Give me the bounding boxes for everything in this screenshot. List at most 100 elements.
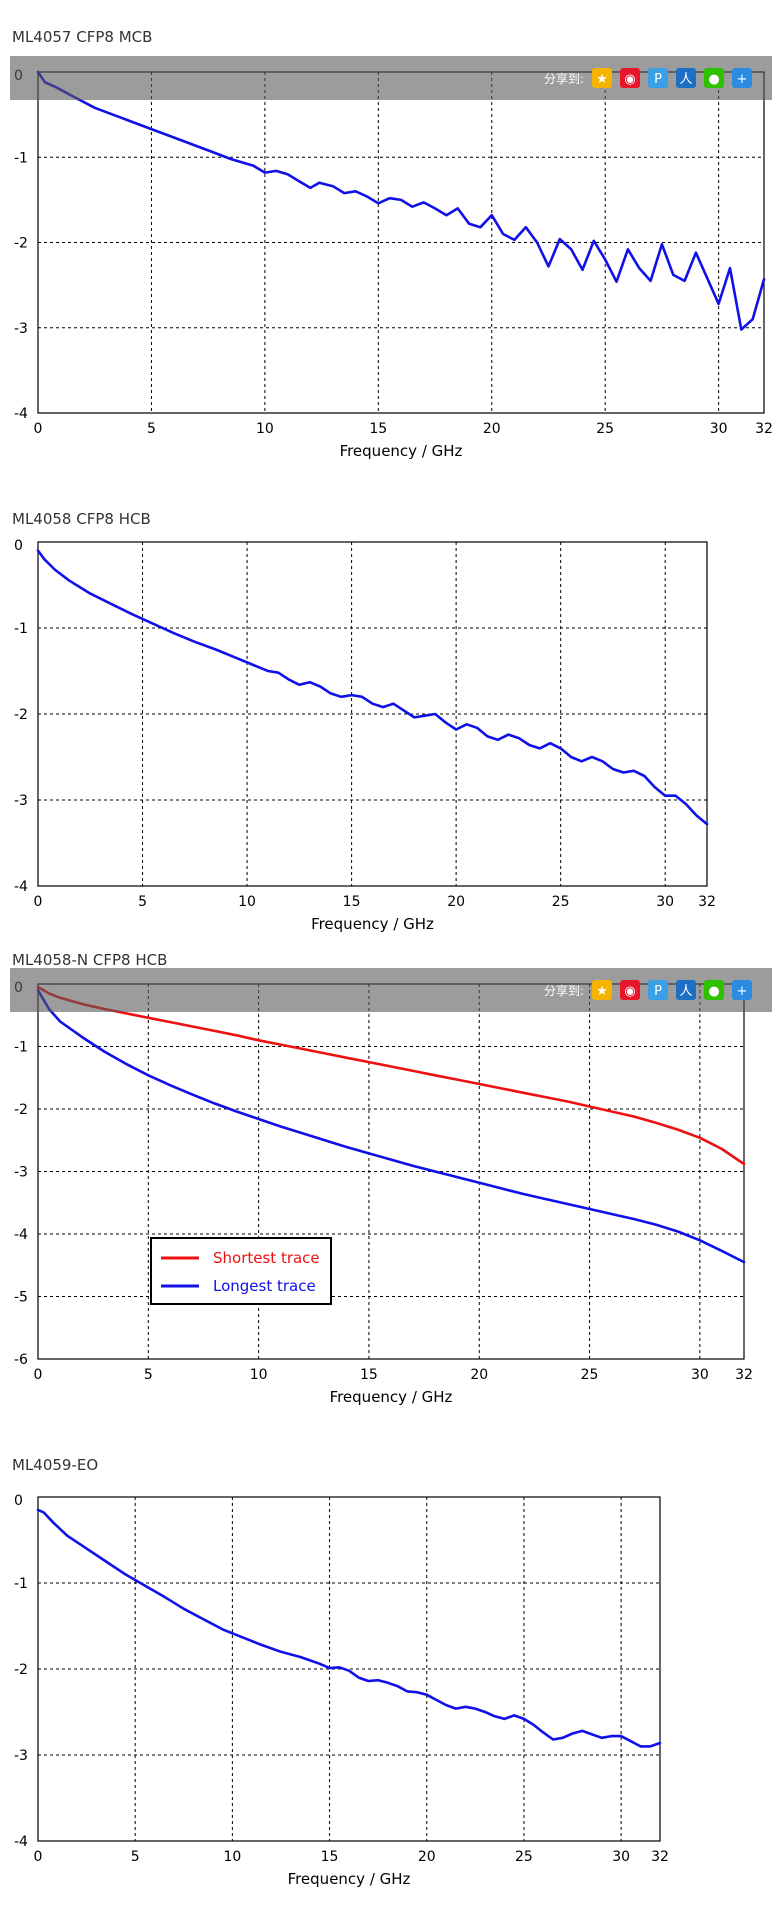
series-line	[36, 70, 766, 331]
y-tick-label: -4	[14, 1834, 28, 1850]
more-share-icon[interactable]: +	[732, 980, 752, 1000]
legend-box	[150, 1237, 332, 1305]
plot-area	[37, 541, 708, 887]
x-tick-label: 0	[34, 894, 43, 910]
share-label: 分享到:	[544, 983, 584, 998]
weibo-icon-bg	[620, 68, 640, 88]
x-tick-label: 5	[131, 1849, 140, 1865]
legend-entry: Longest trace	[213, 1277, 316, 1295]
qzone-icon-bg	[592, 980, 612, 1000]
renren-icon[interactable]: 人	[676, 68, 696, 88]
tencent-weibo-icon[interactable]: P	[648, 980, 668, 1000]
more-share-icon-glyph: +	[737, 984, 748, 999]
wechat-icon-glyph: ●	[708, 984, 719, 999]
y-tick-label: -6	[14, 1352, 28, 1368]
weibo-icon[interactable]: ◉	[620, 68, 640, 88]
x-tick-label: 10	[250, 1367, 268, 1383]
x-tick-label: 15	[360, 1367, 378, 1383]
x-tick-label: 10	[256, 421, 274, 437]
y-tick-label: 0	[14, 1493, 23, 1509]
x-tick-label: 10	[238, 894, 256, 910]
qzone-icon[interactable]: ★	[592, 68, 612, 88]
wechat-icon-glyph: ●	[708, 72, 719, 87]
weibo-icon-glyph: ◉	[624, 72, 635, 87]
x-tick-label: 0	[34, 1849, 43, 1865]
share-bar-background	[10, 56, 772, 100]
tencent-weibo-icon-bg	[648, 68, 668, 88]
x-tick-label: 15	[343, 894, 361, 910]
chart-title: ML4058-N CFP8 HCB	[12, 951, 168, 969]
x-tick-label: 20	[470, 1367, 488, 1383]
tencent-weibo-icon[interactable]: P	[648, 68, 668, 88]
y-tick-label: -4	[14, 1227, 28, 1243]
qzone-icon-glyph: ★	[596, 72, 608, 87]
y-tick-label: -3	[14, 321, 28, 337]
chart-block-2: ML4058 CFP8 HCB 0 5 10 15 20 25 30 32 0 -1 -2 -3 -4 F…	[12, 510, 716, 933]
chart-plot-2: 0 5 10 15 20 25 30 32 0 -1 -2 -3 -4 Frequency / GHz	[14, 538, 716, 933]
x-tick-label: 30	[612, 1849, 630, 1865]
wechat-icon[interactable]: ●	[704, 980, 724, 1000]
more-share-icon-bg	[732, 980, 752, 1000]
tencent-weibo-icon-bg	[648, 980, 668, 1000]
weibo-icon[interactable]: ◉	[620, 980, 640, 1000]
y-tick-label: 0	[14, 538, 23, 554]
share-bar-background	[10, 968, 772, 1012]
x-tick-label: 30	[656, 894, 674, 910]
y-tick-label: -1	[14, 1040, 28, 1056]
x-tick-label: 10	[223, 1849, 241, 1865]
wechat-icon-bg	[704, 980, 724, 1000]
x-tick-label: 15	[321, 1849, 339, 1865]
y-tick-label: -2	[14, 1662, 28, 1678]
more-share-icon-glyph: +	[737, 72, 748, 87]
x-axis-label: Frequency / GHz	[311, 915, 434, 933]
x-axis-label: Frequency / GHz	[340, 442, 463, 460]
y-tick-label: -3	[14, 793, 28, 809]
tencent-weibo-icon-glyph: P	[654, 72, 662, 87]
x-tick-label: 30	[710, 421, 728, 437]
qzone-icon[interactable]: ★	[592, 980, 612, 1000]
share-bar: 分享到: ★ ◉ P 人 ● +	[10, 56, 772, 100]
more-share-icon-bg	[732, 68, 752, 88]
y-tick-label: -3	[14, 1165, 28, 1181]
x-tick-label: 25	[596, 421, 614, 437]
y-tick-label: -3	[14, 1748, 28, 1764]
x-tick-label: 25	[552, 894, 570, 910]
y-tick-label: -2	[14, 236, 28, 252]
x-tick-label: 30	[691, 1367, 709, 1383]
qzone-icon-bg	[592, 68, 612, 88]
y-tick-label: -1	[14, 1576, 28, 1592]
y-tick-label: -2	[14, 1102, 28, 1118]
x-tick-label: 5	[138, 894, 147, 910]
renren-icon-bg	[676, 980, 696, 1000]
x-axis-label: Frequency / GHz	[288, 1870, 411, 1888]
x-tick-label: 25	[581, 1367, 599, 1383]
renren-icon[interactable]: 人	[676, 980, 696, 1000]
y-tick-label: -2	[14, 707, 28, 723]
chart-title: ML4058 CFP8 HCB	[12, 510, 151, 528]
x-tick-label: 0	[34, 421, 43, 437]
x-tick-label: 32	[755, 421, 773, 437]
series-line	[36, 985, 746, 1166]
legend-entry: Shortest trace	[213, 1249, 320, 1267]
series-line	[36, 989, 746, 1264]
x-tick-label: 20	[418, 1849, 436, 1865]
x-tick-label: 0	[34, 1367, 43, 1383]
renren-icon-glyph: 人	[679, 984, 692, 999]
chart-title: ML4059-EO	[12, 1456, 99, 1474]
weibo-icon-glyph: ◉	[624, 984, 635, 999]
wechat-icon[interactable]: ●	[704, 68, 724, 88]
y-tick-label: -1	[14, 150, 28, 166]
x-tick-label: 15	[369, 421, 387, 437]
more-share-icon[interactable]: +	[732, 68, 752, 88]
chart-title: ML4057 CFP8 MCB	[12, 28, 153, 46]
x-tick-label: 5	[147, 421, 156, 437]
x-axis-label: Frequency / GHz	[330, 1388, 453, 1406]
series-line	[36, 549, 709, 826]
series-line	[36, 1508, 662, 1748]
qzone-icon-glyph: ★	[596, 984, 608, 999]
x-tick-label: 20	[447, 894, 465, 910]
